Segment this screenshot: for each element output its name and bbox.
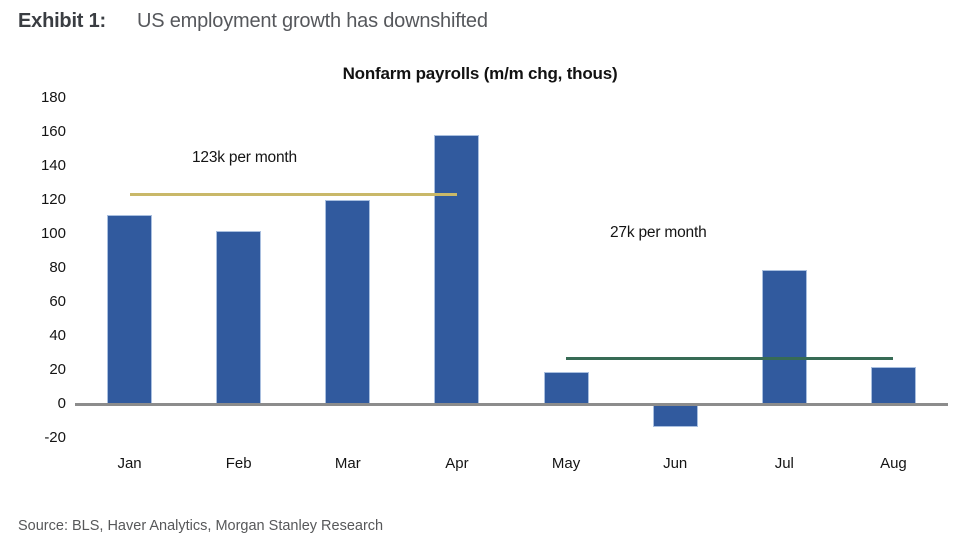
exhibit-header: Exhibit 1: US employment growth has down… [18,10,488,33]
y-axis-tick-label: 0 [57,395,66,412]
chart-title: Nonfarm payrolls (m/m chg, thous) [342,64,618,83]
y-axis-tick-label: 80 [49,259,66,276]
x-axis-label-apr: Apr [445,455,469,472]
avg-line-may-aug [566,356,894,360]
y-axis-tick-label: 180 [40,89,66,106]
zero-axis-line [75,402,948,406]
source-note: Source: BLS, Haver Analytics, Morgan Sta… [18,518,384,534]
x-axis-label-jul: Jul [774,455,794,472]
y-axis-tick-label: 140 [40,157,66,174]
x-axis-label-mar: Mar [334,455,361,472]
y-axis-tick-label: 120 [40,191,66,208]
bar-jun [652,405,698,428]
bar-may [543,371,589,404]
bar-jan [107,215,153,404]
y-axis-tick-label: 40 [49,327,66,344]
bar-feb [216,230,262,404]
avg-line-jan-apr [129,193,457,197]
bar-mar [325,200,371,404]
bar-apr [434,135,480,404]
exhibit-label: Exhibit 1: [18,10,107,32]
avg-line-jan-apr-label: 123k per month [192,149,297,166]
y-axis-tick-label: 60 [49,293,66,310]
x-axis-label-jan: Jan [117,455,142,472]
bar-jul [761,269,807,404]
y-axis-tick-label: -20 [44,429,66,446]
x-axis-label-jun: Jun [663,455,688,472]
y-axis-tick-label: 160 [40,123,66,140]
exhibit-title: US employment growth has downshifted [137,10,488,32]
y-axis-tick-label: 100 [40,225,66,242]
x-axis-label-feb: Feb [225,455,252,472]
x-axis-label-may: May [551,455,581,472]
avg-line-may-aug-label: 27k per month [610,224,707,241]
x-axis-label-aug: Aug [880,455,907,472]
y-axis-tick-label: 20 [49,361,66,378]
bar-aug [870,366,916,404]
